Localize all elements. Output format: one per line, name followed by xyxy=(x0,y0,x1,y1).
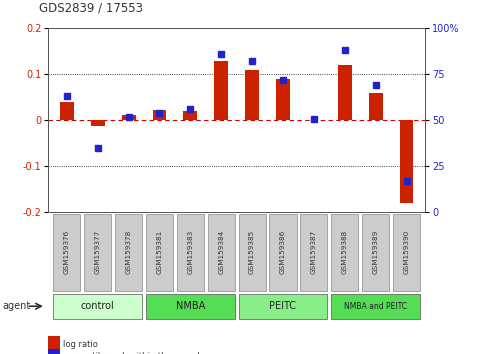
Bar xyxy=(245,70,259,120)
Bar xyxy=(84,214,111,291)
Text: NMBA and PEITC: NMBA and PEITC xyxy=(344,302,407,311)
Bar xyxy=(184,111,197,120)
Bar xyxy=(239,294,327,319)
Bar xyxy=(146,214,173,291)
Text: GSM159388: GSM159388 xyxy=(342,230,348,274)
Text: percentile rank within the sample: percentile rank within the sample xyxy=(63,352,205,354)
Bar xyxy=(270,214,297,291)
Text: GSM159385: GSM159385 xyxy=(249,230,255,274)
Bar xyxy=(239,214,266,291)
Bar xyxy=(338,65,352,120)
Text: control: control xyxy=(81,301,114,311)
Bar xyxy=(362,214,389,291)
Text: NMBA: NMBA xyxy=(176,301,205,311)
Text: GSM159390: GSM159390 xyxy=(403,230,410,274)
Bar xyxy=(91,120,105,126)
Text: GSM159376: GSM159376 xyxy=(64,230,70,274)
Bar xyxy=(369,93,383,120)
Bar xyxy=(60,102,74,120)
Bar xyxy=(331,294,420,319)
Bar xyxy=(331,214,358,291)
Text: GSM159377: GSM159377 xyxy=(95,230,101,274)
Text: GSM159383: GSM159383 xyxy=(187,230,193,274)
Text: GSM159387: GSM159387 xyxy=(311,230,317,274)
Bar xyxy=(393,214,420,291)
Bar xyxy=(53,294,142,319)
Bar xyxy=(146,294,235,319)
Text: log ratio: log ratio xyxy=(63,339,98,349)
Text: GSM159378: GSM159378 xyxy=(126,230,131,274)
Text: GDS2839 / 17553: GDS2839 / 17553 xyxy=(39,1,142,14)
Text: agent: agent xyxy=(2,301,30,311)
Text: GSM159389: GSM159389 xyxy=(372,230,379,274)
Text: GSM159384: GSM159384 xyxy=(218,230,224,274)
Bar xyxy=(115,214,142,291)
Bar xyxy=(53,214,80,291)
Bar xyxy=(399,120,413,203)
Text: GSM159386: GSM159386 xyxy=(280,230,286,274)
Bar xyxy=(276,79,290,120)
Bar xyxy=(177,214,204,291)
Text: GSM159381: GSM159381 xyxy=(156,230,162,274)
Bar xyxy=(153,110,167,120)
Text: PEITC: PEITC xyxy=(270,301,297,311)
Bar xyxy=(300,214,327,291)
Bar xyxy=(208,214,235,291)
Bar xyxy=(214,61,228,120)
Bar xyxy=(122,115,136,120)
